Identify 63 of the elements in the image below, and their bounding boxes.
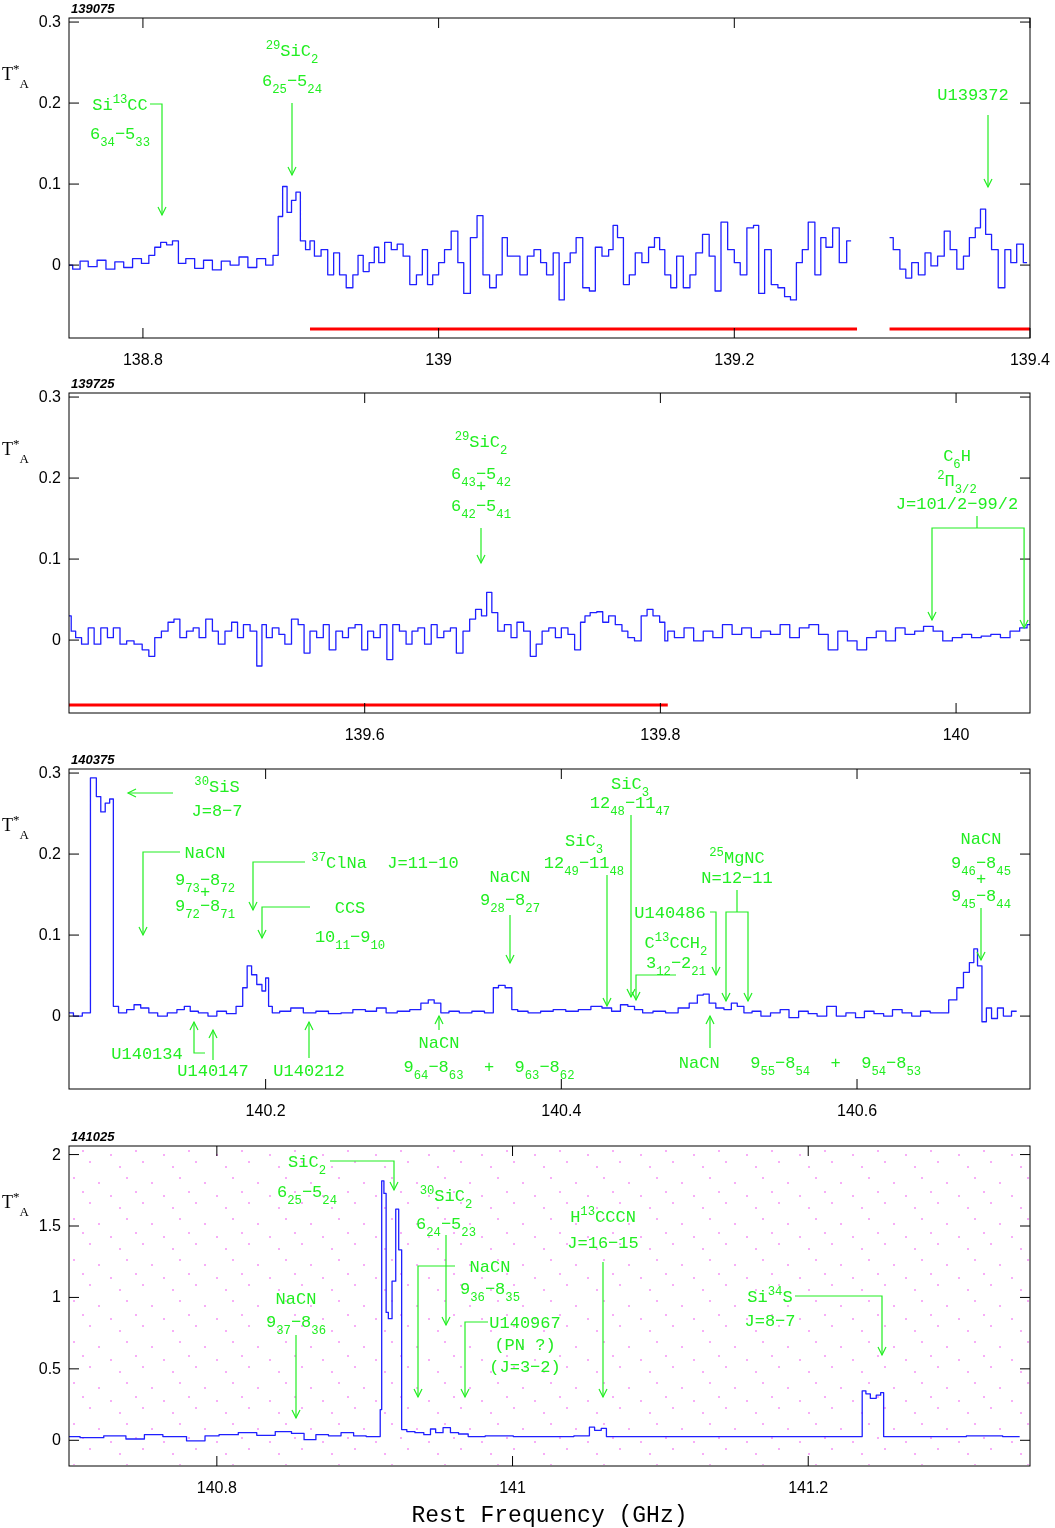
x-tick-label: 139 — [425, 351, 453, 368]
y-tick-label: 0.1 — [38, 550, 62, 568]
x-tick-label: 141 — [499, 1479, 526, 1496]
text: NaCN 9$_{46}$−8$_{45}$ + 9$_{45}$−8$_{44}$ — [951, 830, 1011, 912]
annotation: NaCN 9$_{28}$−8$_{27}$ — [480, 868, 540, 916]
x-tick-label: 139.8 — [640, 726, 681, 743]
y-tick-label: 0.3 — [38, 13, 62, 31]
annotation: U140147 — [177, 1062, 249, 1081]
text: SiC$_{3}$ 12$_{49}$−11$_{48}$ — [543, 832, 625, 879]
y-tick-label: 0.2 — [38, 469, 62, 487]
annotation: U140486 — [634, 904, 706, 923]
y-tick-label: 0.1 — [38, 926, 62, 944]
text: SiC$_{3}$ 12$_{48}$−11$_{47}$ — [589, 775, 671, 819]
x-tick-label: 139.6 — [344, 726, 385, 743]
y-tick-label: 0 — [52, 256, 62, 274]
annotation: Si$^{34}$S J=8−7 — [744, 1285, 796, 1331]
annotation: $^{30}$SiS J=8−7 — [191, 775, 243, 821]
y-tick-label: 0.5 — [38, 1359, 62, 1377]
y-tick-label: 0 — [52, 1007, 62, 1025]
annotation: $^{25}$MgNC N=12−11 — [701, 846, 773, 888]
annotation: NaCN 9$_{37}$−8$_{36}$ — [266, 1290, 326, 1338]
x-tick-label: 139.2 — [714, 351, 755, 368]
annotation: $^{37}$ClNa J=11−10 — [311, 851, 459, 873]
x-axis-title: Rest Frequency (GHz) — [411, 1503, 688, 1528]
text: C$^{13}$CCH$_{2}$ 3$_{12}$−2$_{21}$ — [644, 931, 708, 979]
x-tick-label: 141.2 — [788, 1479, 829, 1496]
y-tick-label: 0 — [52, 631, 62, 649]
x-tick-label: 139.4 — [1009, 351, 1051, 368]
annotation: C$_{6}$H $^{2}$Π$_{3/2}$ J=101/2−99/2 — [895, 447, 1019, 514]
text: $^{30}$SiC$_{2}$ 6$_{24}$−5$_{23}$ — [416, 1184, 476, 1240]
y-tick-label: 2 — [52, 1145, 62, 1163]
y-tick-label: 1 — [52, 1288, 62, 1306]
annotation: U140967 (PN ?) (J=3−2) — [489, 1314, 561, 1377]
annotation: U140134 — [111, 1045, 183, 1064]
annotation: NaCN 9$_{36}$−8$_{35}$ — [460, 1258, 520, 1305]
annotation: CCS 10$_{11}$−9$_{10}$ — [314, 899, 386, 953]
y-tick-label: 1.5 — [38, 1217, 62, 1234]
annotation: U140212 — [273, 1062, 345, 1081]
x-tick-label: 140.6 — [837, 1102, 878, 1119]
x-tick-label: 138.8 — [122, 351, 164, 368]
x-tick-label: 140.4 — [541, 1102, 582, 1119]
text: $^{29}$SiC$_{2}$ 6$_{43}$−5$_{42}$ + 6$_{42}$−5$_{41}$ — [451, 430, 511, 522]
annotation: U139372 — [937, 86, 1009, 105]
chart-subtitle: 140375 — [71, 752, 116, 767]
text: $^{29}$SiC$_{2}$ 6$_{25}$−5$_{24}$ — [262, 39, 322, 97]
text: Si$^{13}$CC 6$_{34}$−5$_{33}$ — [90, 93, 150, 150]
y-tick-label: 0.2 — [38, 845, 62, 863]
text: SiC$_{2}$ 6$_{25}$−5$_{24}$ — [277, 1153, 337, 1208]
annotation: H$^{13}$CCCN J=16−15 — [567, 1205, 639, 1253]
text: NaCN 9$_{64}$−8$_{63}$ + 9$_{63}$−8$_{62}$ — [403, 1034, 575, 1083]
y-tick-label: 0.1 — [38, 175, 62, 193]
y-tick-label: 0.2 — [38, 94, 62, 112]
chart-subtitle: 139725 — [71, 376, 116, 391]
y-tick-label: 0.3 — [38, 764, 62, 782]
y-tick-label: 0 — [52, 1431, 62, 1449]
chart-subtitle: 139075 — [71, 1, 116, 16]
y-tick-label: 0.3 — [38, 388, 62, 406]
text: NaCN 9$_{73}$−8$_{72}$ + 9$_{72}$−8$_{71}$ — [175, 844, 235, 922]
text: NaCN 9$_{55}$−8$_{54}$ + 9$_{54}$−8$_{53}$ — [678, 1054, 922, 1079]
x-tick-label: 140.8 — [196, 1479, 237, 1496]
x-tick-label: 140.2 — [245, 1102, 286, 1119]
chart-subtitle: 141025 — [71, 1129, 116, 1144]
x-tick-label: 140 — [942, 726, 970, 743]
